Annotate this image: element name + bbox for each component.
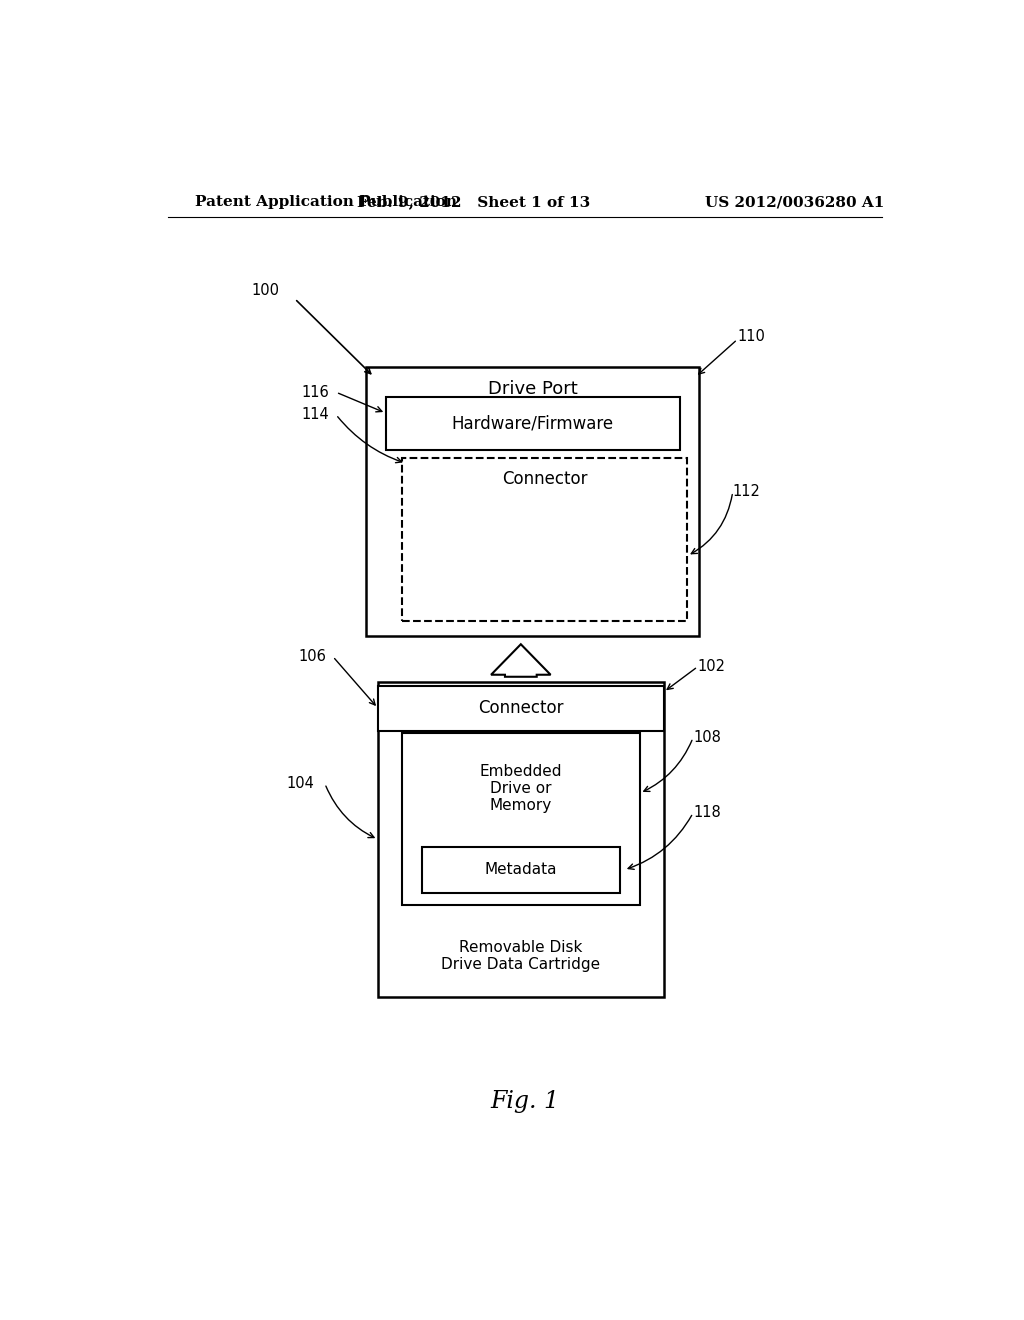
Text: Metadata: Metadata xyxy=(484,862,557,878)
Bar xyxy=(422,846,621,894)
Text: Connector: Connector xyxy=(478,700,563,717)
Text: 106: 106 xyxy=(299,649,327,664)
Bar xyxy=(401,458,687,620)
Text: Feb. 9, 2012   Sheet 1 of 13: Feb. 9, 2012 Sheet 1 of 13 xyxy=(356,195,590,209)
Text: Hardware/Firmware: Hardware/Firmware xyxy=(452,414,613,433)
Bar xyxy=(401,733,640,906)
Text: US 2012/0036280 A1: US 2012/0036280 A1 xyxy=(705,195,885,209)
Text: Connector: Connector xyxy=(502,470,588,487)
Text: 114: 114 xyxy=(301,407,329,422)
Text: Patent Application Publication: Patent Application Publication xyxy=(196,195,458,209)
Text: 118: 118 xyxy=(693,805,721,821)
Text: Removable Disk
Drive Data Cartridge: Removable Disk Drive Data Cartridge xyxy=(441,940,600,973)
Bar xyxy=(378,682,664,997)
Text: 110: 110 xyxy=(737,329,765,343)
Bar xyxy=(367,367,699,636)
Text: 102: 102 xyxy=(697,659,726,675)
Text: 104: 104 xyxy=(287,776,314,791)
Text: 116: 116 xyxy=(301,384,329,400)
Text: Embedded
Drive or
Memory: Embedded Drive or Memory xyxy=(479,764,562,813)
Polygon shape xyxy=(492,644,551,677)
Text: 100: 100 xyxy=(251,282,279,298)
Text: 108: 108 xyxy=(693,730,721,746)
Bar xyxy=(378,686,664,731)
Text: Fig. 1: Fig. 1 xyxy=(490,1090,559,1113)
Bar xyxy=(386,397,680,450)
Text: Drive Port: Drive Port xyxy=(487,380,578,399)
Text: 112: 112 xyxy=(733,484,761,499)
